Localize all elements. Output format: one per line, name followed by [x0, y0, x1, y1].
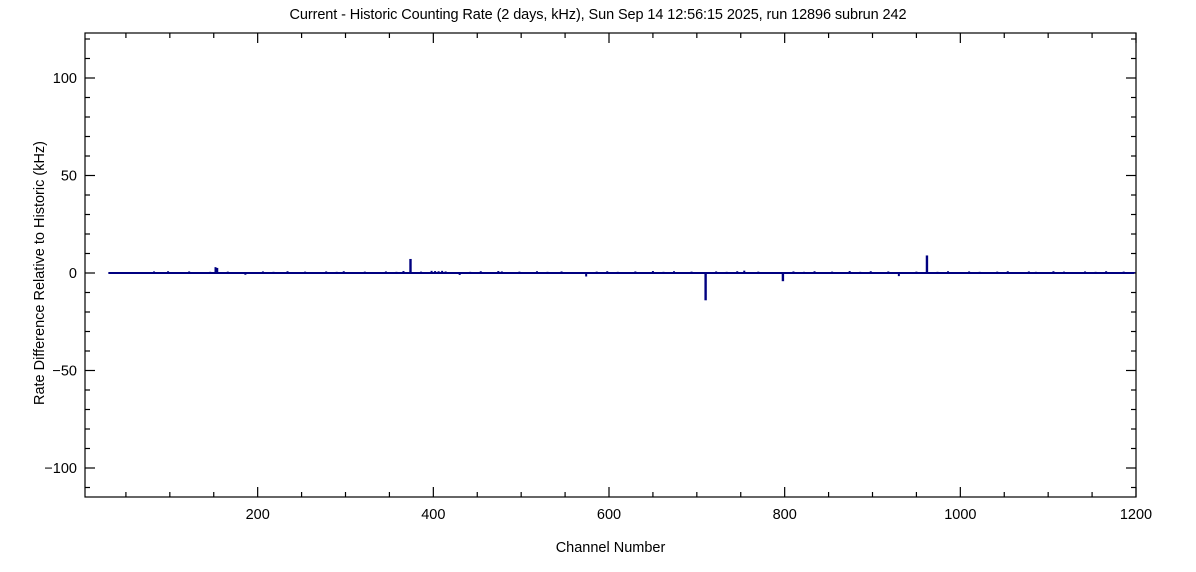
data-series [108, 255, 1136, 301]
svg-text:200: 200 [246, 507, 270, 523]
svg-text:100: 100 [53, 71, 77, 87]
chart-title: Current - Historic Counting Rate (2 days… [289, 7, 907, 23]
svg-text:600: 600 [597, 507, 621, 523]
y-axis-label: Rate Difference Relative to Historic (kH… [32, 140, 48, 406]
svg-text:0: 0 [69, 266, 77, 282]
svg-text:800: 800 [773, 507, 797, 523]
svg-text:400: 400 [421, 507, 445, 523]
svg-text:−50: −50 [52, 364, 77, 380]
x-axis-label: Channel Number [555, 540, 666, 556]
svg-text:−100: −100 [44, 461, 77, 477]
axis-ticks [85, 33, 1137, 497]
axis-tick-labels: 100 50 0 −50 −100 200 400 600 800 1000 1200 [44, 71, 1152, 523]
svg-text:1200: 1200 [1120, 507, 1152, 523]
plot-frame [84, 32, 1137, 498]
svg-text:1000: 1000 [944, 507, 976, 523]
svg-text:50: 50 [61, 169, 77, 185]
